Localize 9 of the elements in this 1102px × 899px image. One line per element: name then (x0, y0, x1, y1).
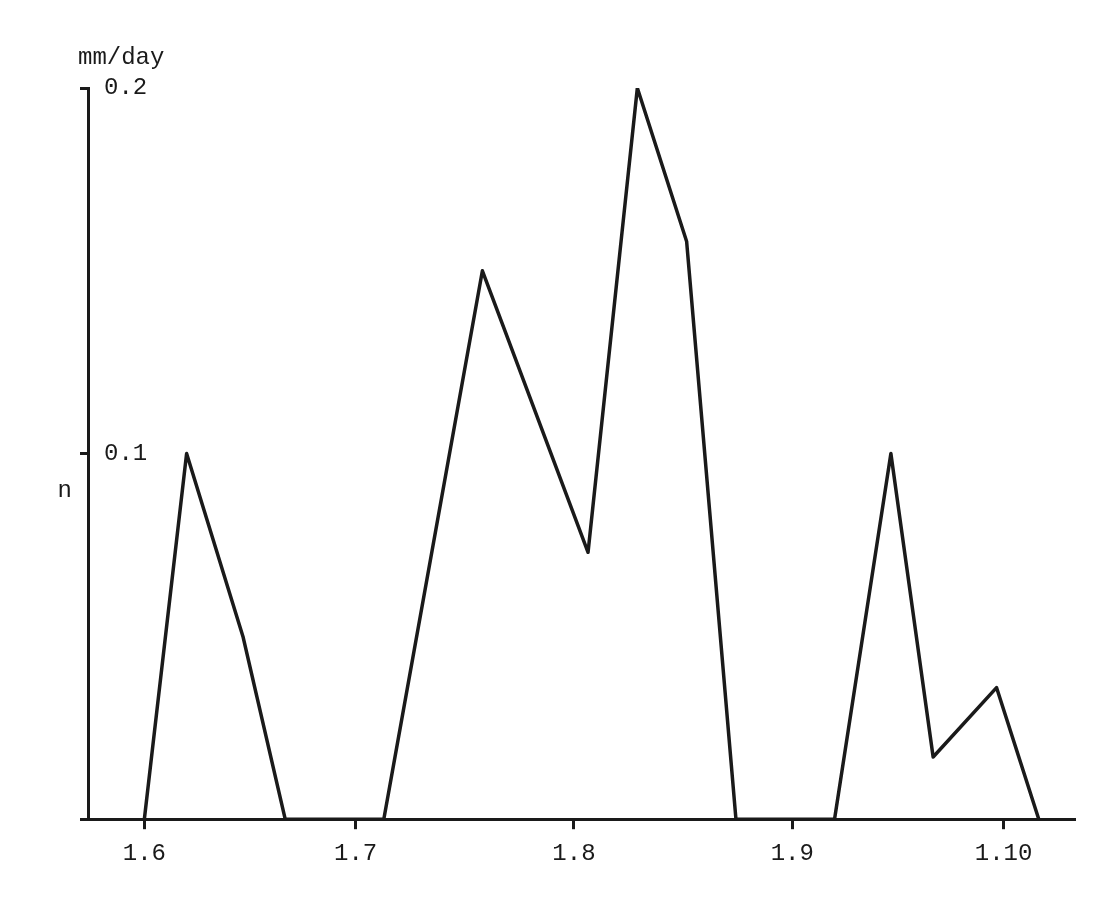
x-tick-label: 1.7 (334, 839, 378, 867)
y-tick-label: 0.1 (104, 439, 148, 467)
y-axis-title: mm/day (78, 44, 165, 72)
x-tick-label: 1.9 (770, 839, 814, 867)
y-tick-label: 0.2 (104, 74, 148, 102)
x-tick-label: 1.6 (122, 839, 166, 867)
x-tick-label: 1.8 (552, 839, 596, 867)
x-tick-label: 1.10 (974, 839, 1033, 867)
text: n (57, 476, 72, 504)
